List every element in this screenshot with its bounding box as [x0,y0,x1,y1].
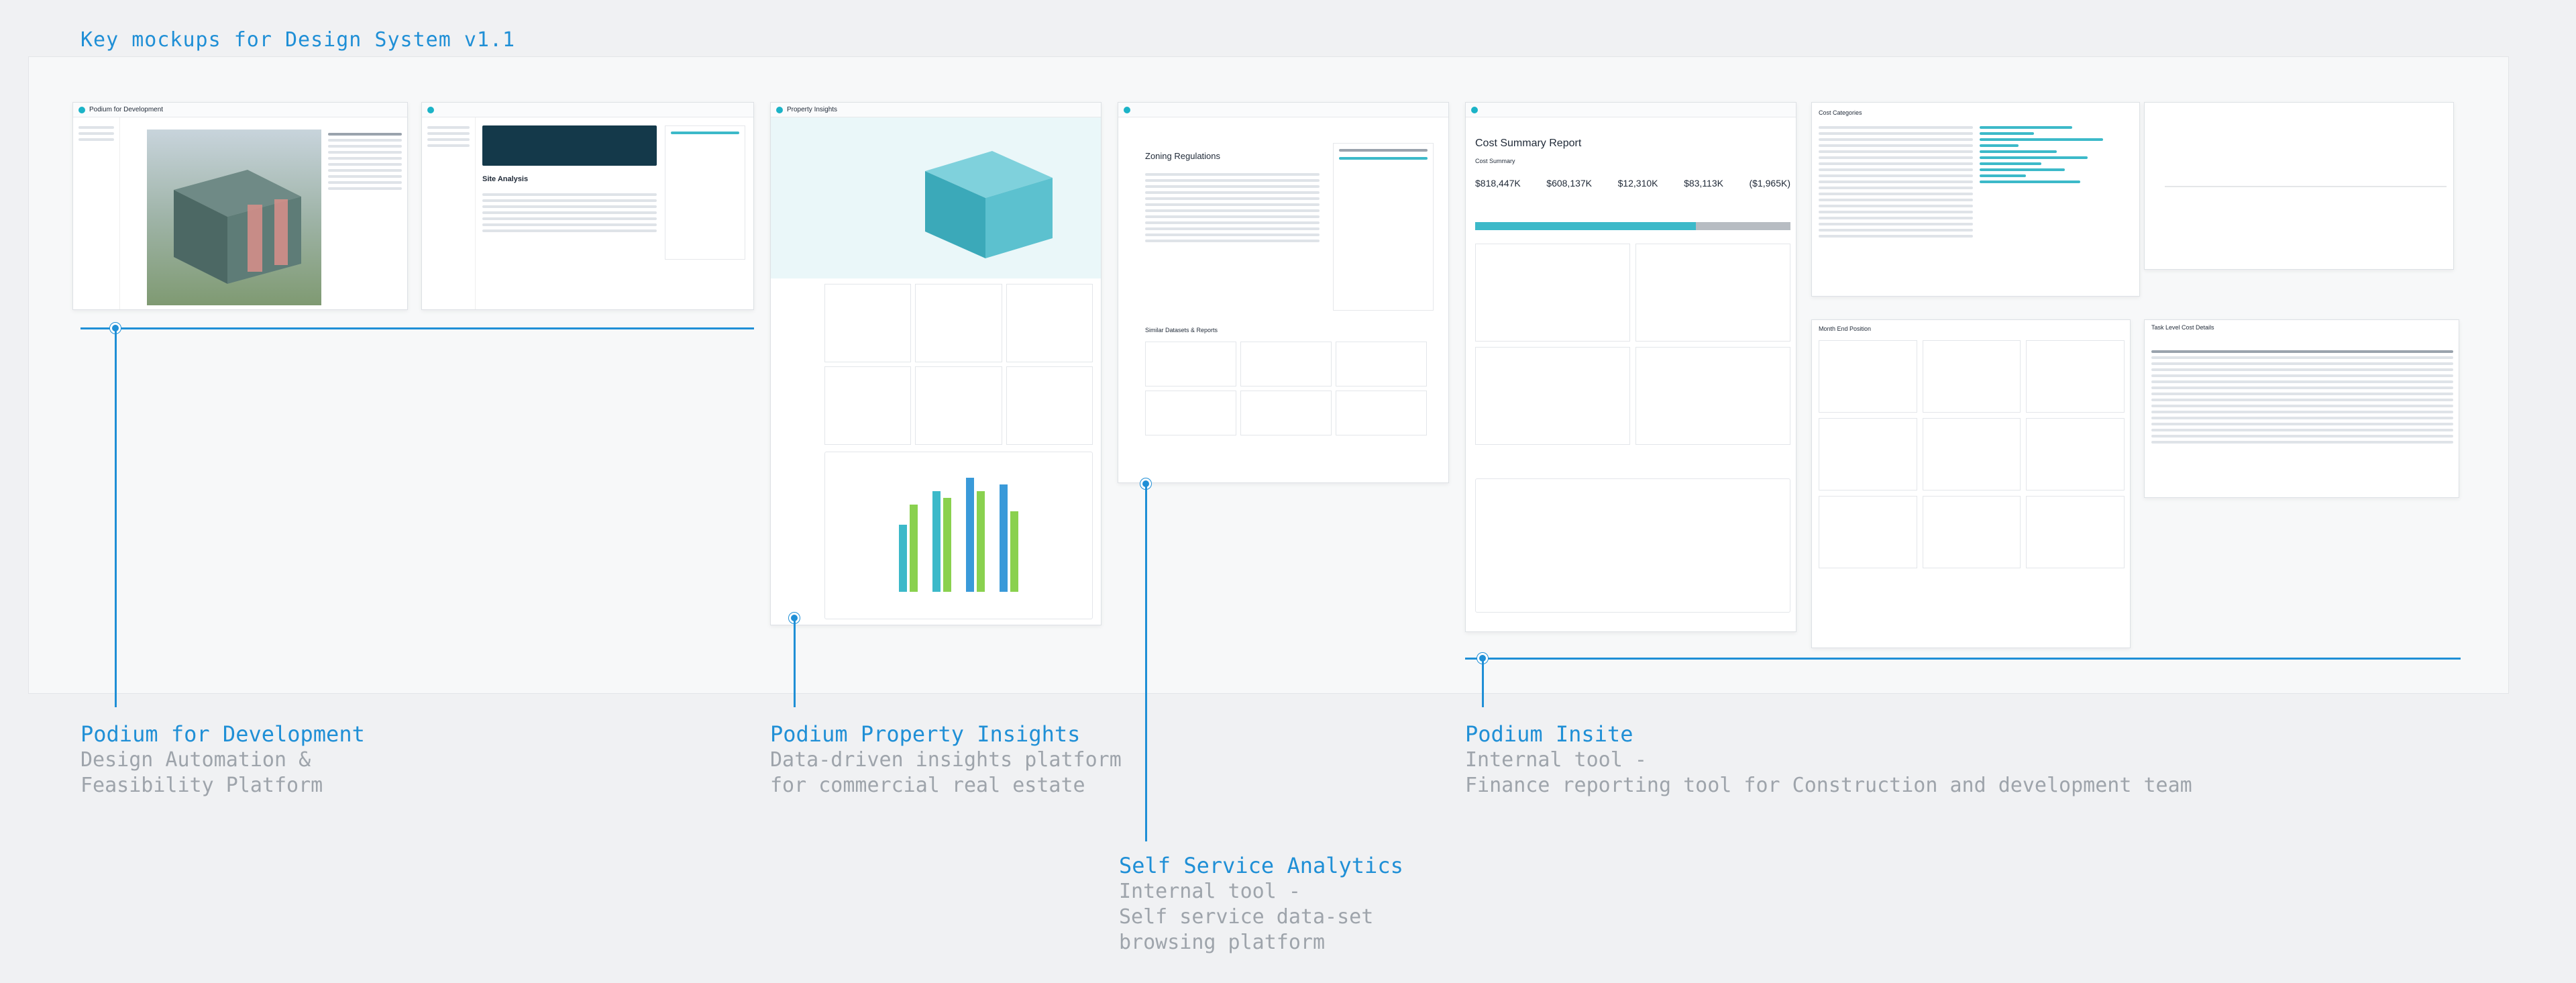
mock-toolbar: Podium for Development [73,103,407,117]
building-3d-view [147,130,321,305]
task-level-title: Task Level Cost Details [2151,324,2214,331]
spend-analysis-chart [1475,478,1790,613]
podium-logo-icon [78,106,85,113]
dark-banner [482,125,657,166]
mock-sidebar [73,117,120,309]
development-viewer-mock[interactable]: Podium for Development [72,102,408,310]
connector-insite-h [1465,658,2461,660]
metric-5: ($1,965K) [1749,178,1790,189]
kpi-tiles [1819,340,2125,568]
connector-insite-v [1482,658,1484,707]
mock-properties-panel [328,130,402,193]
cost-table [2151,347,2453,447]
similar-datasets-heading: Similar Datasets & Reports [1145,327,1218,333]
connector-ssa-v [1145,483,1147,841]
mock-toolbar [422,103,753,117]
metric-2: $608,137K [1546,178,1593,189]
site-analysis-heading: Site Analysis [482,175,529,183]
podium-logo-icon [776,106,783,113]
product-name: Podium Insite [1465,721,1633,747]
hero-area [771,117,1101,278]
report-title: Cost Summary Report [1475,138,1582,149]
diverging-bar-chart-mock[interactable] [2144,102,2454,270]
dataset-cards [1145,342,1427,435]
month-end-title: Month End Position [1819,325,1872,332]
mock-app-title: Podium for Development [89,106,164,113]
page-title: Key mockups for Design System v1.1 [80,28,516,52]
progress-bar [1475,222,1790,230]
property-insights-mock[interactable]: Property Insights [770,102,1102,625]
category-bars [1980,123,2134,187]
mock-app-title: Property Insights [787,106,838,113]
task-level-cost-mock[interactable]: Task Level Cost Details [2144,319,2459,498]
product-description: Internal tool - Finance reporting tool f… [1465,748,2192,797]
product-description: Data-driven insights platform for commer… [770,748,1122,797]
bar-chart-card [824,452,1093,619]
cost-categories-mock[interactable]: Cost Categories [1811,102,2140,297]
meta-sidebar [1333,143,1434,311]
product-name: Podium Property Insights [770,721,1081,747]
metric-1: $818,447K [1475,178,1521,189]
metric-row: $818,447K $608,137K $12,310K $83,113K ($… [1475,178,1790,189]
mock-sidebar [422,117,476,309]
month-end-position-mock[interactable]: Month End Position [1811,319,2131,648]
label-insights: Podium Property Insights Data-driven ins… [770,721,1122,798]
ssa-zoning-mock[interactable]: Zoning Regulations Similar Datasets & Re… [1118,102,1449,483]
breakdown-cards [1475,244,1790,445]
label-development: Podium for Development Design Automation… [80,721,365,798]
product-description: Design Automation & Feasibility Platform [80,748,323,797]
diverging-chart-icon [2165,186,2447,187]
mock-toolbar [1118,103,1448,117]
mock-toolbar: Property Insights [771,103,1101,117]
insite-cost-summary-mock[interactable]: Cost Summary Report Cost Summary $818,44… [1465,102,1796,632]
building-stack-icon [925,151,1053,258]
development-site-analysis-mock[interactable]: Site Analysis [421,102,754,310]
cost-categories-title: Cost Categories [1819,109,1862,116]
checklist [482,190,657,236]
kpi-grid [824,284,1093,445]
podium-logo-icon [1124,106,1130,113]
podium-logo-icon [427,106,434,113]
product-name: Podium for Development [80,721,365,747]
label-ssa: Self Service Analytics Internal tool - S… [1119,852,1403,955]
podium-logo-icon [1471,106,1478,113]
zoning-heading: Zoning Regulations [1145,151,1221,161]
metric-4: $83,113K [1684,178,1723,189]
label-insite: Podium Insite Internal tool - Finance re… [1465,721,2192,798]
mock-toolbar [1466,103,1796,117]
connector-insights-v [794,617,796,707]
product-name: Self Service Analytics [1119,853,1403,878]
metric-3: $12,310K [1617,178,1658,189]
building-icon [174,170,301,284]
side-card [665,125,745,260]
category-list [1819,123,1973,241]
article-body [1145,170,1320,246]
cost-summary-heading: Cost Summary [1475,158,1515,164]
connector-development-v [115,327,117,707]
connector-development-h [80,327,754,329]
product-description: Internal tool - Self service data-set br… [1119,880,1374,954]
